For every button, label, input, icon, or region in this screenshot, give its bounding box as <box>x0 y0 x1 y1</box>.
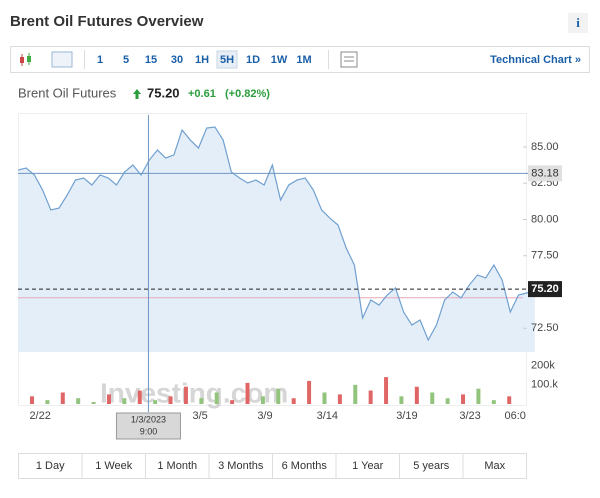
volume-bar <box>106 394 111 404</box>
range-button[interactable]: Max <box>484 460 505 472</box>
volume-bar <box>30 396 34 404</box>
last-price-label: 75.20 <box>531 283 559 295</box>
range-button[interactable]: 6 Months <box>282 460 328 472</box>
y-tick-label: 72.50 <box>531 322 559 334</box>
price-line <box>17 126 536 342</box>
range-button[interactable]: 1 Month <box>157 460 197 472</box>
interval-selected[interactable] <box>216 50 238 69</box>
quote-price: 75.20 <box>147 85 180 100</box>
volume-bar <box>60 392 65 404</box>
crosshair-y-label: 83.18 <box>531 167 559 179</box>
area-icon[interactable] <box>51 51 73 68</box>
up-arrow <box>133 89 141 99</box>
y-tick-label: 85.00 <box>531 141 559 153</box>
info-button[interactable] <box>568 13 588 33</box>
volume-bar <box>76 398 81 404</box>
toolbar <box>10 46 590 73</box>
quote-name: Brent Oil Futures <box>18 85 117 100</box>
interval-button[interactable]: 15 <box>145 54 157 66</box>
interval-button[interactable]: 1D <box>246 54 260 66</box>
interval-button[interactable]: 30 <box>171 54 183 66</box>
volume-bar <box>384 377 389 404</box>
quote-change: +0.61 <box>188 88 216 100</box>
interval-button[interactable]: 1W <box>271 54 288 66</box>
range-button[interactable]: 3 Months <box>218 460 264 472</box>
volume-bar <box>353 384 358 404</box>
crosshair-x-label: 9:00 <box>140 426 158 436</box>
volume-bar <box>414 386 419 404</box>
volume-bar <box>199 398 204 404</box>
x-tick-label: 2/22 <box>29 410 50 422</box>
info-icon[interactable]: i <box>576 15 580 30</box>
x-tick-label: 3/19 <box>396 410 417 422</box>
volume-bar <box>307 380 312 404</box>
range-button[interactable]: 1 Year <box>352 460 384 472</box>
volume-bar <box>260 396 265 404</box>
volume-bar <box>430 392 435 404</box>
volume-bar <box>445 398 450 404</box>
volume-tick-label: 200k <box>531 360 555 372</box>
volume-bar <box>230 400 235 404</box>
volume-tick-label: 100.k <box>531 379 558 391</box>
y-tick-label: 80.00 <box>531 213 559 225</box>
volume-bar <box>461 394 466 404</box>
x-tick-label: 3/23 <box>459 410 480 422</box>
volume-bar <box>183 386 188 404</box>
volume-bar <box>507 396 512 404</box>
interval-button[interactable]: 1H <box>195 54 209 66</box>
quote-change-pct: (+0.82%) <box>225 88 270 100</box>
technical-chart-link[interactable]: Technical Chart » <box>490 54 581 66</box>
interval-button[interactable]: 1M <box>296 54 311 66</box>
volume-bar <box>214 392 219 404</box>
volume-bar <box>168 396 173 404</box>
volume-bar <box>122 398 127 404</box>
volume-bar <box>276 388 281 404</box>
volume-bar <box>337 394 342 404</box>
crosshair-x-tag <box>115 412 181 440</box>
range-button[interactable]: 1 Day <box>36 460 65 472</box>
watermark: Investing.com <box>100 377 288 408</box>
x-tick-label: 3/5 <box>192 410 207 422</box>
last-price-tag <box>528 281 562 298</box>
range-button[interactable]: 1 Week <box>95 460 133 472</box>
y-tick-label: 77.50 <box>531 250 559 262</box>
interval-button[interactable]: 1 <box>97 54 103 66</box>
volume-bar <box>137 390 142 404</box>
volume-bar <box>399 396 404 404</box>
candle-icon[interactable] <box>20 53 31 66</box>
x-tick-label: 06:0 <box>505 410 526 422</box>
volume-bar <box>476 388 481 404</box>
volume-bar <box>322 392 327 404</box>
volume-bar <box>245 382 250 404</box>
volume-bar <box>91 402 96 404</box>
interval-button[interactable]: 5H <box>220 54 234 66</box>
interval-button[interactable]: 5 <box>123 54 129 66</box>
x-tick-label: 3/9 <box>257 410 272 422</box>
crosshair-y-tag <box>528 165 562 182</box>
volume-bar <box>153 400 158 404</box>
settings-icon[interactable] <box>340 51 358 68</box>
volume-bar <box>491 400 496 404</box>
range-button[interactable]: 5 years <box>413 460 450 472</box>
x-tick-label: 3/14 <box>317 410 338 422</box>
title: Brent Oil Futures Overview <box>10 13 204 30</box>
volume-bar <box>45 400 50 404</box>
price-area <box>18 126 535 353</box>
volume-bar <box>368 390 373 404</box>
volume-bar <box>291 398 296 404</box>
crosshair-x-label: 1/3/2023 <box>131 414 166 424</box>
